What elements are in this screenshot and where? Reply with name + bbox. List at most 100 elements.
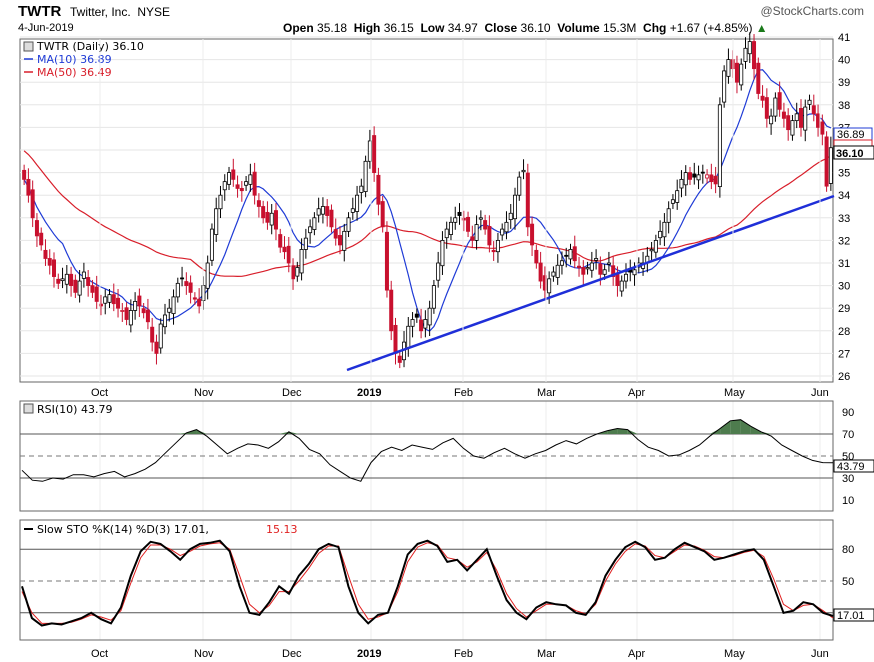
candle-body bbox=[709, 174, 714, 183]
chart-header: TWTR Twitter, Inc. NYSE 4-Jun-2019 @Stoc… bbox=[0, 0, 874, 40]
support-trendline[interactable] bbox=[346, 194, 835, 372]
close-value: 36.10 bbox=[520, 21, 551, 35]
company-name: Twitter, Inc. NYSE bbox=[70, 5, 170, 19]
candle-body bbox=[734, 62, 739, 83]
candle-body bbox=[218, 194, 223, 210]
candle-body bbox=[227, 172, 232, 185]
ma10-line bbox=[23, 69, 832, 332]
rsi-tick-label: 30 bbox=[842, 473, 854, 485]
rsi-line bbox=[21, 419, 834, 482]
candle-body bbox=[773, 97, 778, 117]
candle-body bbox=[231, 169, 236, 180]
candle-body bbox=[69, 273, 74, 286]
candle-body bbox=[798, 108, 803, 128]
candle-body bbox=[205, 262, 210, 289]
price-tick-label: 38 bbox=[838, 100, 850, 112]
candle-body bbox=[461, 217, 466, 221]
candle-body bbox=[192, 297, 197, 300]
candle-body bbox=[679, 178, 684, 189]
candle-body bbox=[487, 225, 492, 246]
candle-body bbox=[577, 265, 582, 268]
candle-body bbox=[623, 273, 628, 282]
candle-body bbox=[248, 174, 253, 185]
sto-tick-label: 80 bbox=[842, 544, 854, 556]
candle-body bbox=[393, 324, 398, 354]
rsi-value-tag: 43.79 bbox=[837, 461, 865, 473]
candle-body bbox=[743, 47, 748, 62]
ma10-tag: 36.89 bbox=[837, 129, 865, 141]
candle-body bbox=[90, 285, 95, 293]
rsi-fill-segment bbox=[607, 428, 618, 434]
candle-body bbox=[337, 235, 342, 246]
candle-body bbox=[598, 263, 603, 275]
candle-body bbox=[436, 262, 441, 281]
rsi-overbought-fill bbox=[175, 419, 772, 434]
price-tick-label: 41 bbox=[838, 32, 850, 44]
candle-body bbox=[602, 269, 607, 275]
candle-body bbox=[555, 264, 560, 278]
x-tick-label: 2019 bbox=[357, 387, 381, 399]
candle-body bbox=[111, 294, 116, 305]
candle-body bbox=[811, 105, 816, 115]
rsi-fill-segment bbox=[617, 428, 628, 434]
candle-body bbox=[291, 265, 296, 280]
volume-value: 15.3M bbox=[603, 21, 637, 35]
up-arrow-icon: ▲ bbox=[755, 21, 768, 35]
candle-body bbox=[470, 236, 475, 241]
candle-body bbox=[209, 228, 214, 261]
candle-body bbox=[816, 113, 821, 128]
candle-body bbox=[107, 294, 112, 303]
price-tick-label: 34 bbox=[838, 190, 850, 202]
candle-body bbox=[244, 181, 249, 186]
candle-body bbox=[619, 280, 624, 292]
brand-logo[interactable]: @StockCharts.com bbox=[760, 4, 864, 18]
candle-body bbox=[350, 208, 355, 213]
candle-body bbox=[333, 229, 338, 239]
x-tick-label: May bbox=[724, 648, 745, 660]
candle-body bbox=[56, 278, 61, 284]
candle-body bbox=[346, 217, 351, 232]
candle-body bbox=[184, 281, 189, 287]
candle-body bbox=[22, 169, 27, 180]
candle-body bbox=[410, 319, 415, 327]
candle-body bbox=[705, 174, 710, 179]
candle-body bbox=[478, 217, 483, 220]
exchange-label: NYSE bbox=[137, 5, 171, 19]
candle-body bbox=[256, 200, 261, 207]
candle-body bbox=[594, 258, 599, 261]
candle-body bbox=[359, 185, 364, 193]
chart-date: 4-Jun-2019 bbox=[18, 22, 74, 34]
candle-body bbox=[162, 314, 167, 328]
candle-body bbox=[98, 303, 103, 307]
close-tag-box bbox=[833, 145, 874, 160]
price-tick-label: 29 bbox=[838, 303, 850, 315]
candle-body bbox=[547, 278, 552, 294]
candle-body bbox=[150, 326, 155, 343]
candle-body bbox=[820, 121, 825, 135]
candle-body bbox=[500, 228, 505, 236]
open-label: Open bbox=[283, 21, 314, 35]
x-axis-labels: Oct Oct Nov Nov Dec Dec 2019 2019 Feb Feb Mar Mar Ap… bbox=[91, 39, 829, 660]
ma50-path bbox=[23, 150, 832, 278]
rsi-legend: RSI(10) 43.79 bbox=[23, 403, 112, 416]
candle-body bbox=[116, 297, 121, 309]
candle-body bbox=[325, 206, 330, 216]
price-legend: TWTR (Daily) 36.10 MA(10) 36.89 MA(50) 3… bbox=[23, 40, 144, 79]
candle-body bbox=[120, 310, 125, 312]
legend-symbol: TWTR (Daily) 36.10 bbox=[36, 40, 144, 53]
candle-body bbox=[180, 277, 185, 280]
candle-body bbox=[278, 234, 283, 248]
candle-body bbox=[239, 188, 244, 192]
candle-body bbox=[355, 194, 360, 212]
candle-body bbox=[171, 296, 176, 315]
candle-body bbox=[43, 249, 48, 259]
candle-body bbox=[94, 286, 99, 302]
candle-body bbox=[457, 211, 462, 216]
high-label: High bbox=[353, 21, 381, 35]
candle-body bbox=[269, 212, 274, 226]
sto-tick-label: 50 bbox=[842, 576, 854, 588]
candle-body bbox=[474, 224, 479, 241]
candle-body bbox=[666, 208, 671, 223]
chg-label: Chg bbox=[643, 21, 667, 35]
